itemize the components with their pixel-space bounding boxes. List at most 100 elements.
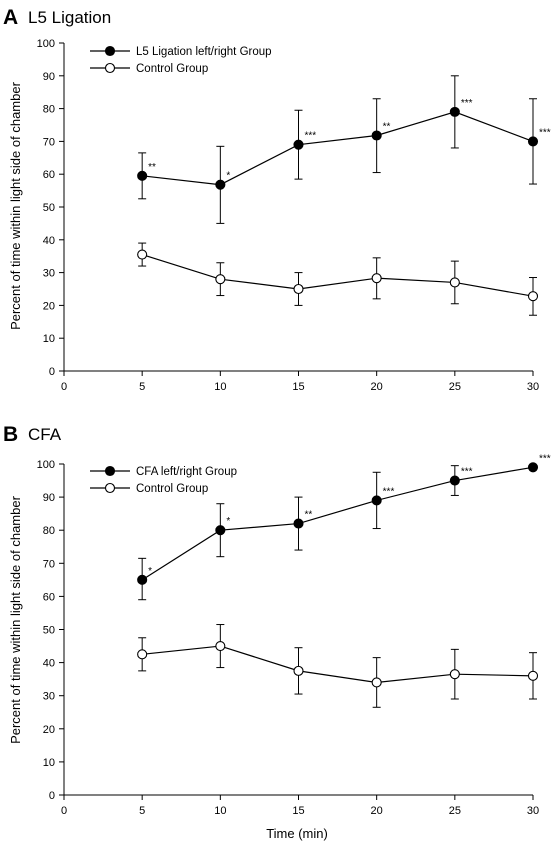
panel-a-y-tick-label: 60 [43, 169, 55, 181]
panel-b-y-tick-label: 60 [43, 591, 55, 603]
panel-a-legend-label: L5 Ligation left/right Group [136, 46, 272, 58]
panel-b-legend-label: CFA left/right Group [136, 466, 237, 478]
panel-b-legend-label: Control Group [136, 483, 208, 495]
panel-a-y-axis-title: Percent of time within light side of cha… [8, 81, 23, 330]
panel-a-series-control-point [293, 283, 304, 295]
panel-a-legend-label: Control Group [136, 63, 208, 75]
panel-b-y-tick-label: 10 [43, 757, 55, 769]
panel-b-series-control-point [137, 649, 148, 660]
panel-b-series-control-point [449, 669, 460, 680]
panel-b-x-tick-label: 25 [449, 805, 461, 817]
panel-a-series-control-point [371, 273, 382, 284]
panel-a-x-tick-label: 15 [292, 381, 304, 393]
panel-a-x-tick-label: 20 [371, 381, 383, 393]
panel-b-series-control-point [293, 665, 304, 676]
panel-b-series-treatment: ************* [137, 453, 551, 601]
panel-a-x-tick-label: 5 [139, 381, 145, 393]
panel-a-series-treatment-significance-label: *** [539, 127, 551, 138]
panel-a-series-treatment-significance-label: * [226, 171, 230, 182]
panel-b-legend-marker [104, 465, 116, 477]
panel-b-x-tick-label: 30 [527, 805, 539, 817]
panel-b-y-tick-label: 80 [43, 525, 55, 537]
panel-b-series-treatment-point [449, 475, 460, 486]
panel-b-series-treatment-significance-label: * [148, 566, 152, 577]
panel-b-x-tick-label: 20 [371, 805, 383, 817]
panel-b-series-treatment-significance-label: *** [539, 453, 551, 464]
panel-a-y-tick-label: 100 [37, 38, 55, 50]
panel-b-y-tick-label: 70 [43, 558, 55, 570]
panel-a-y-tick-label: 40 [43, 235, 55, 247]
panel-b-y-axis-title: Percent of time within light side of cha… [8, 495, 23, 744]
panel-b-y-tick-label: 40 [43, 658, 55, 670]
panel-b-series-treatment-line [141, 466, 534, 581]
panel-b-series-control-point [527, 670, 539, 681]
panel-a-series-control-point [215, 274, 226, 285]
panel-b-legend: CFA left/right Group Control Group [90, 465, 237, 495]
panel-a-y-tick-label: 80 [43, 104, 55, 116]
panel-a-series-treatment-point [137, 170, 148, 181]
panel-a-legend-marker [104, 45, 116, 57]
panel-b-series-treatment-point [215, 525, 226, 536]
panel-a-series-treatment-significance-label: *** [305, 131, 317, 142]
panel-b-series-treatment-significance-label: *** [383, 486, 395, 497]
panel-a-series-control-point [449, 277, 460, 288]
panel-a-series-control-line [141, 253, 534, 297]
panel-b-series-treatment-significance-label: * [226, 516, 230, 527]
panel-b-series-treatment-point [293, 518, 304, 529]
panel-b-legend-marker [104, 482, 116, 494]
panel-a-series-control [137, 242, 539, 316]
panel-b-series-control [137, 624, 539, 708]
panel-a-x-tick-label: 25 [449, 381, 461, 393]
panel-b-x-axis-title: Time (min) [266, 826, 328, 841]
panel-a-y-tick-label: 50 [43, 202, 55, 214]
panel-b-y-tick-label: 100 [37, 459, 55, 471]
panel-b-x-tick-label: 15 [292, 805, 304, 817]
panel-a-x-tick-label: 0 [61, 381, 67, 393]
panel-b-series-treatment-point [371, 495, 382, 506]
panel-b-x-tick-label: 0 [61, 805, 67, 817]
panel-b-series-control-point [215, 640, 226, 652]
panel-a-series-treatment-line [142, 111, 534, 186]
panel-b-series-treatment-point [527, 462, 539, 473]
panel-a-series-control-point [137, 249, 148, 260]
panel-a-series-treatment-significance-label: ** [383, 121, 391, 132]
panel-a-y-tick-label: 30 [43, 268, 55, 280]
panel-a-y-tick-label: 10 [43, 333, 55, 345]
panel-b-y-tick-label: 30 [43, 691, 55, 703]
panel-a-series-control-point [527, 291, 539, 302]
panel-a-series-treatment-significance-label: *** [461, 98, 473, 109]
panel-a-legend: L5 Ligation left/right Group Control Grou… [90, 45, 272, 75]
panel-b-y-tick-label: 50 [43, 625, 55, 637]
panel-b-series-control-point [371, 677, 382, 688]
panel-a-y-tick-label: 0 [49, 366, 55, 378]
panel-a-series-treatment-point [293, 139, 304, 150]
panel-b-series-control-line [142, 645, 534, 684]
panel-a-y-tick-label: 90 [43, 71, 55, 83]
panel-b-y-tick-label: 0 [49, 790, 55, 802]
panel-a-legend-marker [104, 62, 116, 74]
panel-a-title: L5 Ligation [28, 8, 111, 27]
panel-a-y-tick-label: 70 [43, 136, 55, 148]
panel-a-series-treatment-point [215, 179, 226, 190]
panel-b-series-treatment-significance-label: *** [461, 467, 473, 478]
panel-a-series-treatment: ************** [137, 75, 551, 224]
panel-a-x-tick-label: 30 [527, 381, 539, 393]
panel-b-x-tick-label: 10 [214, 805, 226, 817]
panel-a-series-treatment-point [527, 136, 539, 147]
panel-a-series-treatment-point [371, 130, 382, 141]
panel-b-x-tick-label: 5 [139, 805, 145, 817]
panel-a-letter: A [3, 6, 18, 29]
panel-b-series-treatment-significance-label: ** [305, 510, 313, 521]
panel-b-title: CFA [28, 425, 62, 444]
panel-a-series-treatment-point [449, 106, 460, 117]
panel-a-x-tick-label: 10 [214, 381, 226, 393]
panel-b-y-tick-label: 90 [43, 492, 55, 504]
panel-b-y-tick-label: 20 [43, 724, 55, 736]
panel-a-y-tick-label: 20 [43, 300, 55, 312]
panel-b-letter: B [3, 423, 18, 446]
